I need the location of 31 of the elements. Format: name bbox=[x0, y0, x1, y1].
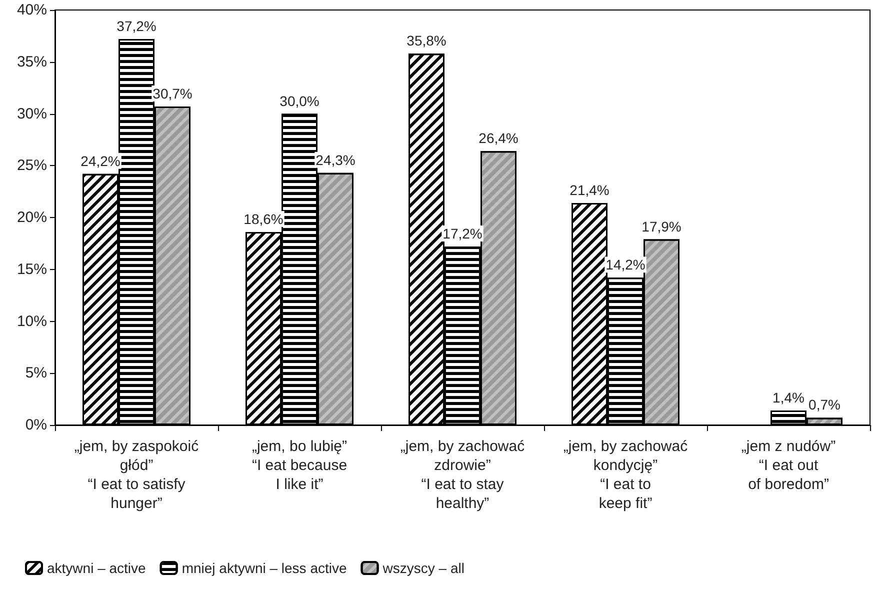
x-tick-label: „jem, by zachować kondycję” “I eat to keep fit” bbox=[563, 438, 688, 512]
data-label: 17,2% bbox=[442, 226, 482, 242]
legend-label: aktywni – active bbox=[47, 560, 146, 576]
data-label: 21,4% bbox=[570, 182, 610, 198]
y-tick-label: 30% bbox=[16, 105, 47, 122]
y-tick-label: 5% bbox=[25, 364, 47, 382]
y-tick-label: 35% bbox=[16, 53, 47, 70]
legend-label: mniej aktywni – less active bbox=[182, 560, 347, 576]
x-tick-label: „jem z nudów” “I eat out of boredom” bbox=[741, 438, 836, 493]
data-label: 24,3% bbox=[316, 152, 356, 168]
y-tick-label: 20% bbox=[16, 209, 47, 226]
y-tick-label: 25% bbox=[16, 157, 47, 174]
data-label: 14,2% bbox=[606, 256, 646, 273]
x-tick-label: „jem, by zaspokoić głód” “I eat to satisfy hunger” bbox=[74, 438, 200, 512]
data-label: 1,4% bbox=[772, 389, 804, 406]
data-label: 17,9% bbox=[642, 218, 682, 234]
x-tick-label: „jem, bo lubię” “I eat because I like it” bbox=[252, 438, 348, 493]
data-label: 30,7% bbox=[152, 85, 192, 102]
legend-label: wszyscy – all bbox=[382, 560, 464, 576]
y-tick-label: 0% bbox=[25, 416, 47, 434]
y-tick-label: 10% bbox=[16, 312, 47, 330]
x-tick-label: „jem, by zachować zdrowie” “I eat to stay healthy” bbox=[400, 438, 526, 512]
data-label: 18,6% bbox=[244, 211, 284, 228]
data-label: 26,4% bbox=[478, 130, 518, 146]
data-label: 37,2% bbox=[116, 18, 156, 34]
y-tick-label: 15% bbox=[16, 260, 47, 278]
data-label: 24,2% bbox=[80, 152, 120, 169]
data-label: 35,8% bbox=[406, 32, 446, 49]
data-label: 0,7% bbox=[808, 396, 840, 413]
y-tick-label: 40% bbox=[16, 2, 47, 18]
data-label: 30,0% bbox=[280, 92, 320, 109]
